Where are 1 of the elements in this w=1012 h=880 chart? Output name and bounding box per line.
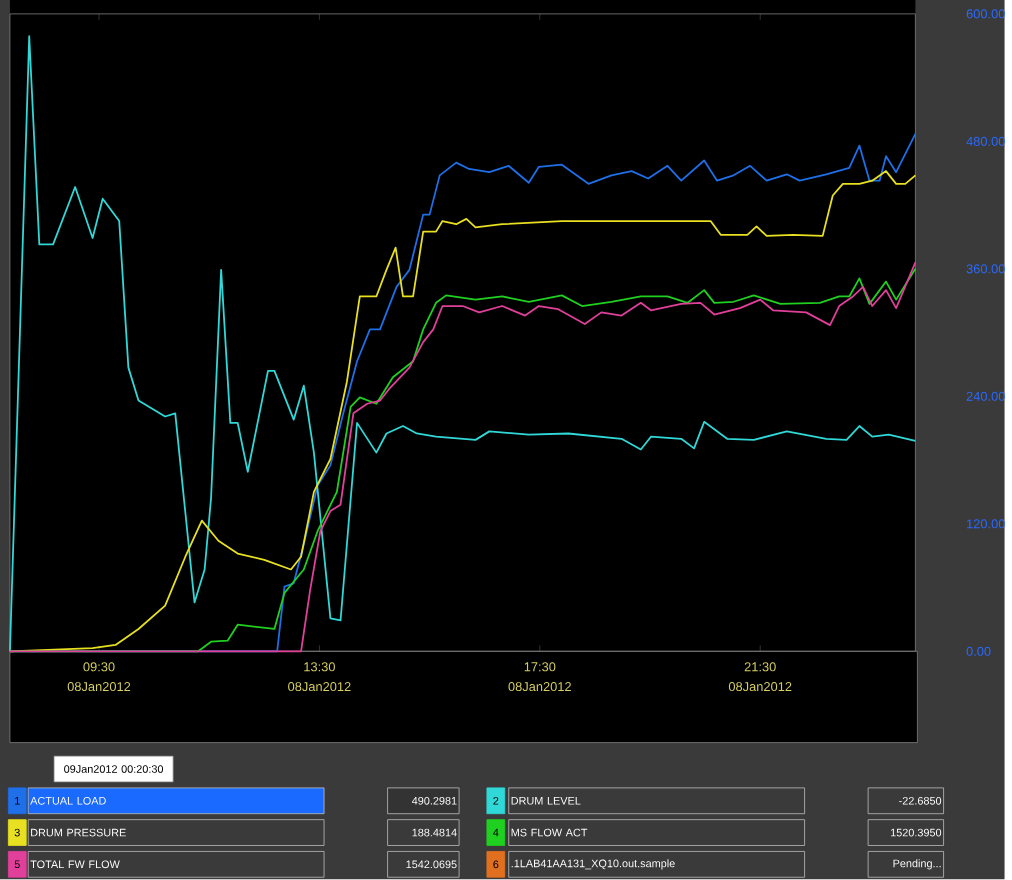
line-series [9, 35, 917, 653]
